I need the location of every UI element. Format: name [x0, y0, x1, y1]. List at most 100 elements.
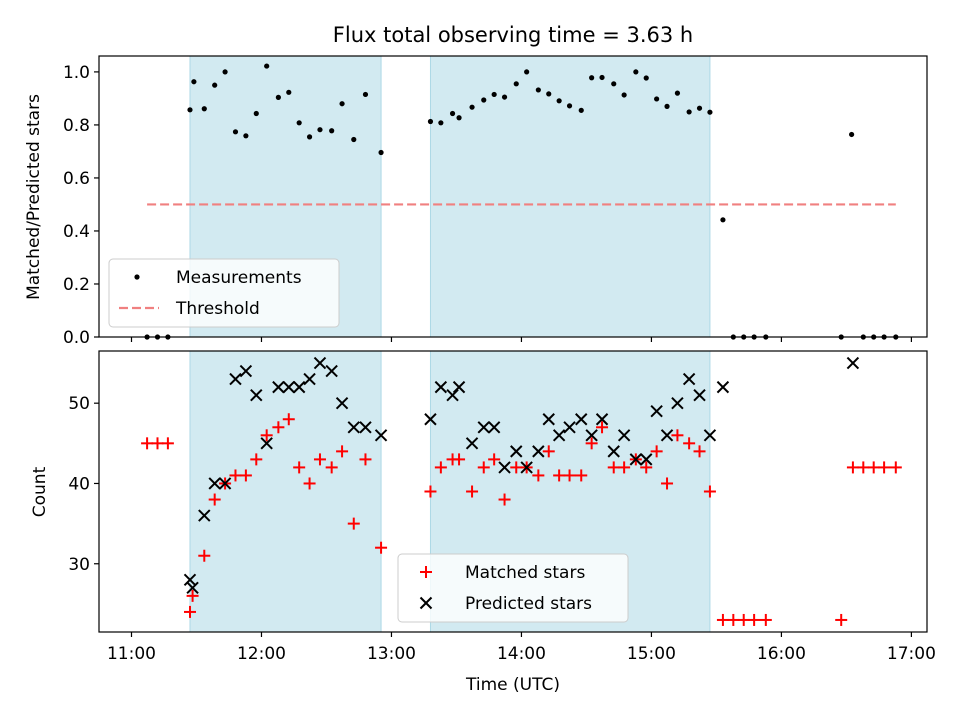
- predicted-star-marker: [693, 388, 706, 402]
- predicted-star-marker: [218, 477, 232, 490]
- matched-star-marker: [716, 613, 729, 626]
- matched-star-marker: [453, 453, 466, 466]
- legend-marker-predicted-b: [419, 596, 433, 610]
- predicted-star-marker: [424, 413, 437, 426]
- predicted-star-marker-b: [374, 429, 388, 442]
- predicted-star-marker: [325, 364, 338, 378]
- matched-star-marker: [553, 469, 566, 482]
- matched-star-marker: [260, 429, 273, 442]
- measurement-point: [546, 91, 552, 97]
- matched-star-marker: [375, 541, 388, 554]
- predicted-star-marker-b: [542, 413, 555, 426]
- top-panel-frame: [98, 55, 928, 338]
- predicted-star-marker-b: [532, 445, 545, 458]
- measurement-point: [501, 94, 508, 100]
- predicted-star-marker-b: [186, 581, 199, 595]
- predicted-star-marker-b: [198, 509, 211, 522]
- predicted-star-marker: [198, 509, 211, 522]
- measurement-point: [264, 63, 270, 69]
- predicted-star-marker-b: [465, 437, 479, 450]
- predicted-star-marker: [682, 372, 696, 386]
- predicted-star-marker: [359, 421, 372, 434]
- measurement-point: [686, 109, 692, 115]
- matched-star-marker: [532, 469, 545, 482]
- y-tick-label: 1.0: [63, 63, 90, 83]
- measurement-point: [491, 91, 497, 98]
- measurement-point: [351, 136, 357, 143]
- predicted-star-marker: [282, 380, 295, 394]
- y-tick-label: 50: [68, 394, 90, 414]
- predicted-star-marker: [498, 461, 511, 474]
- predicted-star-marker-b: [640, 453, 653, 466]
- predicted-star-marker-b: [585, 429, 598, 442]
- matched-star-marker: [347, 517, 360, 530]
- bottom-panel: Matched stars Predicted stars 30 40 50 11:00…: [30, 350, 936, 664]
- measurement-point: [654, 96, 660, 102]
- predicted-star-marker-b: [617, 429, 631, 442]
- matched-star-marker: [359, 453, 372, 466]
- predicted-star-marker-b: [229, 372, 242, 386]
- bottom-panel-legend: Matched stars Predicted stars: [397, 553, 629, 623]
- predicted-star-marker: [607, 445, 620, 458]
- predicted-star-marker-b: [282, 380, 295, 394]
- bottom-panel-ylabel: Count: [30, 466, 50, 517]
- matched-star-marker: [272, 421, 285, 434]
- matched-star-marker: [229, 469, 242, 482]
- matched-star-marker: [498, 493, 511, 506]
- chart-title: Flux total observing time = 3.63 h: [333, 23, 693, 47]
- predicted-star-marker-b: [487, 421, 501, 434]
- measurement-point: [535, 87, 541, 93]
- matched-star-marker: [198, 549, 211, 562]
- predicted-star-marker: [434, 380, 448, 394]
- measurement-point: [362, 91, 369, 98]
- matched-star-marker: [748, 613, 761, 626]
- measurement-point: [849, 131, 855, 138]
- measurement-point: [253, 110, 259, 117]
- predicted-star-marker-b: [260, 437, 273, 450]
- predicted-star-marker-b: [208, 477, 221, 490]
- matched-star-marker: [477, 461, 490, 474]
- measurement-point: [720, 217, 726, 223]
- predicted-star-marker-b: [239, 364, 253, 378]
- measurement-point: [556, 98, 562, 104]
- matched-star-marker: [434, 461, 447, 474]
- measurement-point: [306, 134, 313, 140]
- legend-label: Matched stars: [465, 563, 585, 583]
- measurement-point: [427, 118, 434, 125]
- x-tick-label: 15:00: [627, 644, 676, 664]
- predicted-star-marker-b: [292, 380, 306, 394]
- bottom-panel-observing-window-1: [189, 350, 382, 633]
- predicted-star-marker: [617, 429, 631, 442]
- matched-star-marker: [737, 613, 750, 626]
- matched-star-marker: [510, 461, 523, 474]
- predicted-star-marker-b: [552, 429, 566, 442]
- matched-star-marker: [141, 437, 154, 450]
- predicted-star-marker: [671, 396, 684, 410]
- measurement-point: [696, 105, 703, 111]
- predicted-star-marker: [452, 380, 466, 394]
- predicted-star-marker-b: [477, 421, 490, 434]
- predicted-star-marker: [477, 421, 490, 434]
- predicted-star-marker: [239, 364, 253, 378]
- measurement-point: [621, 92, 627, 98]
- y-tick-label: 40: [68, 474, 90, 494]
- matched-star-marker: [161, 437, 174, 450]
- predicted-star-marker-b: [682, 372, 696, 386]
- matched-star-marker: [835, 613, 848, 626]
- predicted-star-marker: [446, 388, 459, 402]
- matched-star-marker: [208, 493, 221, 506]
- predicted-star-marker: [552, 429, 566, 442]
- measurement-point: [524, 69, 530, 75]
- measurement-point: [643, 75, 649, 81]
- predicted-star-marker-b: [250, 388, 263, 402]
- predicted-star-marker-b: [607, 445, 620, 458]
- predicted-star-marker: [272, 380, 285, 394]
- matched-star-marker: [239, 469, 252, 482]
- matched-star-marker: [671, 429, 684, 442]
- measurement-point: [664, 103, 670, 109]
- matched-star-marker: [303, 477, 316, 490]
- bottom-panel-axes: 30 40 50 11:00 12:00 13:00 14:00 15:00 16:00 17:0…: [68, 350, 936, 664]
- matched-star-marker: [759, 613, 772, 626]
- measurement-point: [469, 104, 475, 110]
